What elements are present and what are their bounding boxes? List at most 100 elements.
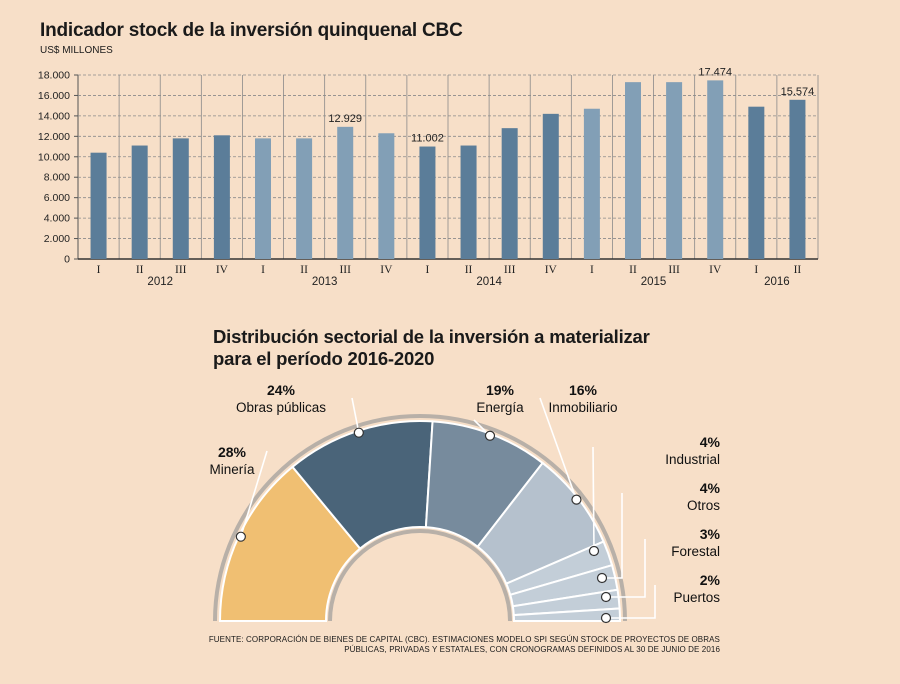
callout-leader xyxy=(351,397,360,433)
callout-leader xyxy=(606,585,656,619)
year-label: 2016 xyxy=(764,276,790,288)
bar xyxy=(748,106,765,259)
slice-label: Obras públicas xyxy=(236,400,326,415)
bar xyxy=(378,133,395,259)
pie-chart-title: Distribución sectorial de la inversión a… xyxy=(213,326,650,370)
pie-slice xyxy=(511,588,621,617)
slice-label: Puertos xyxy=(673,590,720,605)
bar xyxy=(296,138,313,259)
year-label: 2015 xyxy=(641,276,667,288)
x-tick-label: I xyxy=(97,264,101,276)
pie-chart-title-line2: para el período 2016-2020 xyxy=(213,348,435,369)
slice-label: Minería xyxy=(209,462,255,477)
callout-dot xyxy=(596,572,608,584)
slice-label: Energía xyxy=(476,400,524,415)
bar xyxy=(501,128,518,259)
bar xyxy=(337,126,354,260)
x-tick-label: IV xyxy=(380,264,393,276)
x-tick-label: II xyxy=(794,264,802,276)
data-label: 17.474 xyxy=(698,66,732,78)
y-tick-label: 8.000 xyxy=(44,172,70,184)
year-label: 2014 xyxy=(476,276,502,288)
pie-slice xyxy=(476,461,605,585)
x-tick-label: II xyxy=(300,264,308,276)
x-tick-label: III xyxy=(504,264,516,276)
y-tick-label: 16.000 xyxy=(38,90,70,102)
x-tick-label: I xyxy=(261,264,265,276)
y-tick-label: 4.000 xyxy=(44,213,70,225)
slice-label: Otros xyxy=(687,498,720,513)
slice-percent: 3% xyxy=(700,526,721,542)
x-tick-label: II xyxy=(629,264,637,276)
callout-dot xyxy=(600,612,612,624)
y-tick-label: 6.000 xyxy=(44,192,70,204)
callout-dot xyxy=(353,427,364,438)
slice-percent: 19% xyxy=(486,382,515,398)
y-tick-label: 14.000 xyxy=(38,110,70,122)
callout-leader xyxy=(539,397,578,500)
callout-leader xyxy=(240,450,268,537)
callout-leader xyxy=(473,419,491,437)
x-tick-label: III xyxy=(668,264,680,276)
y-tick-label: 18.000 xyxy=(38,70,70,82)
source-line-1: FUENTE: CORPORACIÓN DE BIENES DE CAPITAL… xyxy=(208,635,720,644)
slice-percent: 2% xyxy=(700,572,721,588)
source-note: FUENTE: CORPORACIÓN DE BIENES DE CAPITAL… xyxy=(180,635,720,655)
data-label: 15.574 xyxy=(781,86,815,98)
slice-percent: 4% xyxy=(700,480,721,496)
pie-slice xyxy=(509,563,619,608)
callout-leader xyxy=(602,493,623,579)
bar xyxy=(419,146,436,259)
callout-dot xyxy=(600,591,612,603)
x-tick-label: III xyxy=(339,264,351,276)
callout-dot xyxy=(235,531,246,542)
data-label: 12.929 xyxy=(328,113,362,125)
slice-label: Industrial xyxy=(665,452,720,467)
pie-slice xyxy=(504,540,614,597)
pie-slice xyxy=(424,420,544,549)
bar xyxy=(625,82,641,260)
pie-slice xyxy=(291,420,434,550)
bar xyxy=(172,138,189,259)
y-tick-label: 12.000 xyxy=(38,131,70,143)
callout-dot xyxy=(571,494,582,505)
bar xyxy=(131,145,148,259)
bar xyxy=(542,113,559,259)
slice-label: Inmobiliario xyxy=(548,400,617,415)
slice-percent: 16% xyxy=(569,382,598,398)
year-label: 2013 xyxy=(312,276,338,288)
bar xyxy=(789,99,806,260)
y-tick-label: 10.000 xyxy=(38,151,70,163)
x-tick-label: I xyxy=(426,264,430,276)
bar xyxy=(213,135,230,259)
year-label: 2012 xyxy=(147,276,173,288)
x-tick-label: IV xyxy=(709,264,722,276)
y-tick-label: 0 xyxy=(64,254,70,266)
pie-slice xyxy=(512,607,622,622)
bar-chart: 0 2.000 4.000 6.000 8.000 10.000 12.000 14.000 1… xyxy=(38,66,819,288)
bar xyxy=(90,152,107,259)
bar-chart-unit-label: US$ MILLONES xyxy=(40,45,113,56)
x-tick-label: IV xyxy=(216,264,229,276)
bar xyxy=(460,145,477,259)
slice-percent: 24% xyxy=(267,382,296,398)
slice-label: Forestal xyxy=(671,544,720,559)
pie-slice xyxy=(218,465,362,622)
callout-leader xyxy=(592,446,595,552)
bar xyxy=(583,108,600,259)
bar-chart-title: Indicador stock de la inversión quinquen… xyxy=(40,20,463,41)
data-label: 11.002 xyxy=(411,133,444,145)
x-tick-label: IV xyxy=(545,264,558,276)
x-tick-label: I xyxy=(590,264,594,276)
source-line-2: PÚBLICAS, PRIVADAS Y ESTATALES, CON CRON… xyxy=(344,645,720,654)
x-tick-label: I xyxy=(754,264,758,276)
bar xyxy=(255,138,271,259)
slice-percent: 28% xyxy=(218,444,247,460)
x-tick-label: III xyxy=(175,264,187,276)
callout-leader xyxy=(606,539,646,598)
callout-dot xyxy=(484,430,496,441)
pie-outer-rim xyxy=(213,414,627,622)
pie-chart-title-line1: Distribución sectorial de la inversión a… xyxy=(213,326,650,347)
x-tick-label: II xyxy=(465,264,473,276)
y-tick-label: 2.000 xyxy=(44,233,70,245)
